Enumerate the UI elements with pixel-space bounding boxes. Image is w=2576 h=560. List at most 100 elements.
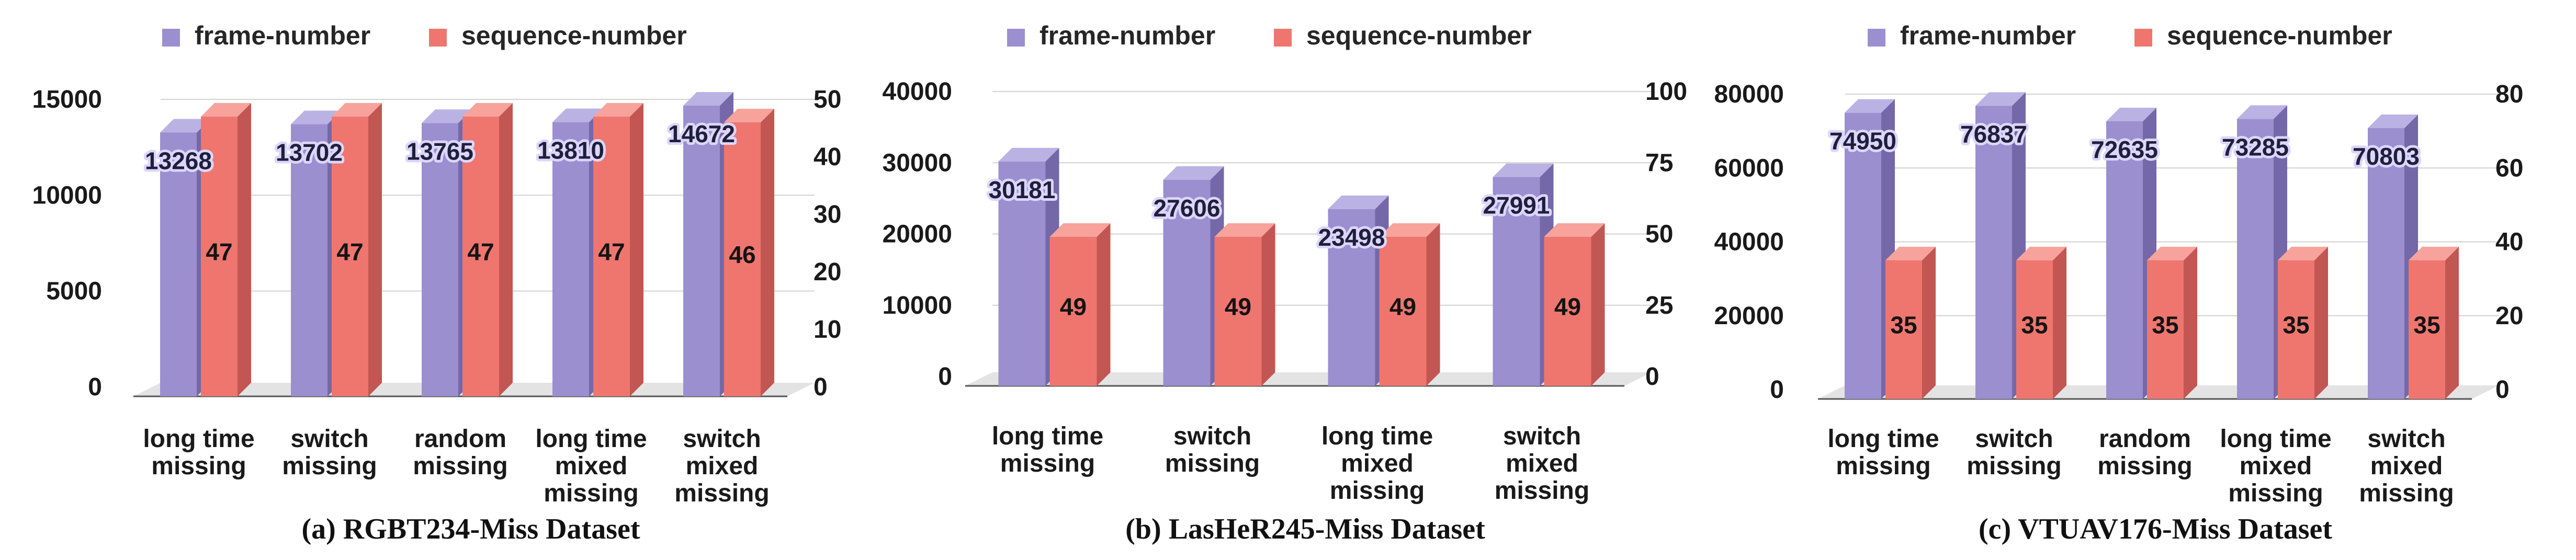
legend-label-frame-number: frame-number	[1040, 21, 1215, 50]
y-left-tick-label: 30000	[883, 149, 952, 177]
legend-swatch-frame-number	[162, 29, 180, 47]
data-label-frame-number: 13702	[276, 139, 343, 166]
bar-frame-number-top	[2368, 114, 2418, 128]
category-label: switch	[2367, 425, 2445, 453]
bar-sequence-number-side	[2314, 246, 2328, 399]
bar-frame-number	[2237, 105, 2287, 399]
y-left-tick-label: 80000	[1714, 81, 1784, 108]
category-label: missing	[1165, 450, 1260, 477]
bar-sequence-number	[2409, 246, 2459, 399]
category-label: mixed	[2370, 452, 2443, 480]
bar-sequence-number-front	[1379, 236, 1427, 386]
y-left-tick-label: 20000	[883, 221, 952, 248]
category-label: random	[2099, 425, 2191, 453]
legend: frame-number sequence-number	[162, 21, 687, 50]
category-label: long time	[992, 422, 1103, 450]
bar-sequence-number-top	[2278, 246, 2328, 260]
bar-frame-number-front	[2106, 121, 2143, 399]
bar-sequence-number-top	[2147, 246, 2197, 260]
bar-sequence-number-side	[238, 103, 251, 396]
category-label: missing	[674, 479, 769, 507]
bar-frame-number-top	[1493, 163, 1554, 177]
data-label-frame-number: 70803	[2353, 143, 2420, 170]
bar-frame-number-front	[291, 124, 327, 397]
bar-sequence-number-top	[724, 109, 774, 122]
y-left-tick-label: 40000	[883, 78, 952, 106]
bar-sequence-number-side	[761, 109, 774, 396]
category-label: mixed	[555, 452, 628, 480]
data-label-sequence-number: 49	[1060, 293, 1087, 320]
category-label: switch	[1503, 422, 1581, 450]
bar-sequence-number-side	[2445, 246, 2459, 399]
y-left-tick-label: 15000	[32, 86, 102, 113]
data-label-frame-number: 76837	[1960, 120, 2027, 147]
panel-caption: (c) VTUAV176-Miss Dataset	[1979, 513, 2332, 545]
category-label: long time	[535, 425, 647, 453]
bar-sequence-number-front	[332, 117, 368, 396]
legend-label-sequence-number: sequence-number	[2167, 21, 2392, 50]
y-right-tick-label: 10	[814, 316, 841, 344]
bar-frame-number-front	[1328, 209, 1375, 386]
legend-label-frame-number: frame-number	[195, 21, 370, 50]
data-label-sequence-number: 47	[598, 238, 625, 266]
y-right-tick-label: 50	[1645, 221, 1673, 248]
category-label: long time	[143, 425, 254, 453]
category-label: mixed	[686, 452, 759, 480]
bar-frame-number-top	[160, 119, 210, 133]
legend-label-sequence-number: sequence-number	[461, 21, 687, 50]
data-label-sequence-number: 35	[2283, 311, 2309, 338]
chart-panel-3: 0 20000 40000 60000 80000 0 20 40 60 80 frame-numb…	[1714, 21, 2524, 545]
y-right-tick-label: 20	[814, 258, 841, 286]
bar-frame-number-top	[1845, 99, 1895, 113]
bar-frame-number-front	[1845, 112, 1881, 399]
data-label-frame-number: 23498	[1318, 224, 1385, 251]
bar-sequence-number	[1544, 223, 1605, 386]
bar-sequence-number-top	[1049, 223, 1111, 237]
bar-sequence-number-side	[1426, 223, 1440, 386]
data-label-frame-number: 74950	[1829, 128, 1896, 155]
data-label-sequence-number: 46	[729, 241, 755, 268]
data-label-frame-number: 13810	[537, 137, 604, 164]
bar-frame-number-top	[2237, 105, 2287, 119]
y-right-tick-label: 100	[1645, 78, 1687, 106]
bar-frame-number-top	[683, 92, 733, 106]
y-left-tick-label: 10000	[32, 181, 102, 209]
bar-frame-number-front	[1163, 179, 1211, 386]
bar-frame-number-front	[2237, 119, 2274, 399]
category-label: random	[414, 425, 506, 453]
y-right-tick-label: 50	[814, 86, 841, 113]
category-label: long time	[1827, 425, 1939, 453]
legend: frame-number sequence-number	[1007, 21, 1532, 50]
legend-label-frame-number: frame-number	[1900, 21, 2076, 50]
bar-sequence-number-side	[1261, 223, 1275, 386]
bar-frame-number-top	[998, 147, 1059, 162]
category-label: missing	[2228, 479, 2323, 507]
data-label-sequence-number: 47	[206, 238, 232, 266]
chart-panel-2: 0 10000 20000 30000 40000 0 25 50 75 100 frame-num…	[883, 21, 1688, 545]
y-left-tick-label: 20000	[1714, 302, 1784, 330]
data-label-sequence-number: 35	[1890, 311, 1917, 338]
bar-sequence-number-side	[1591, 223, 1605, 386]
y-left-tick-label: 0	[88, 373, 102, 401]
bar-sequence-number-top	[1885, 246, 1936, 260]
y-right-tick-label: 40	[2495, 228, 2523, 256]
bar-sequence-number-front	[2278, 260, 2314, 399]
bar-sequence-number	[1214, 223, 1275, 386]
bar-sequence-number-side	[1922, 246, 1936, 399]
panel-caption: (b) LasHeR245-Miss Dataset	[1125, 513, 1485, 545]
data-label-sequence-number: 35	[2413, 311, 2440, 338]
category-label: missing	[282, 452, 377, 480]
bar-sequence-number-top	[201, 103, 251, 117]
category-label: long time	[2220, 425, 2331, 453]
bar-sequence-number-side	[630, 103, 643, 396]
bar-sequence-number-front	[2016, 260, 2053, 399]
bar-sequence-number-top	[593, 103, 643, 117]
bar-sequence-number	[593, 103, 643, 396]
legend-swatch-sequence-number	[1274, 29, 1292, 47]
category-label: missing	[1836, 452, 1930, 480]
legend-swatch-sequence-number	[429, 29, 447, 47]
category-label: missing	[2359, 479, 2454, 507]
bar-sequence-number-side	[2184, 246, 2197, 399]
legend: frame-number sequence-number	[1868, 21, 2392, 50]
